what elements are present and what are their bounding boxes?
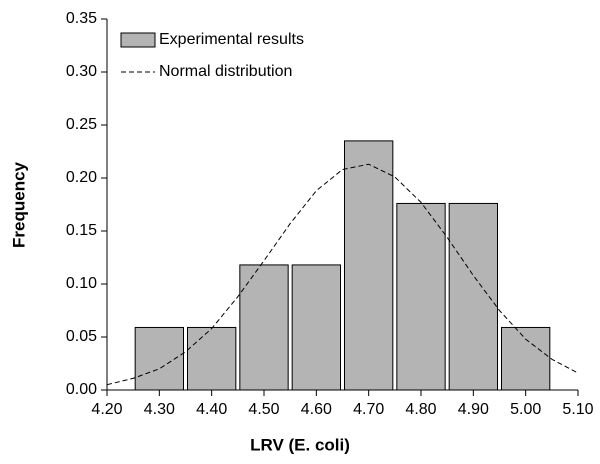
bar bbox=[501, 326, 551, 391]
x-tick-label: 5.00 bbox=[510, 401, 541, 418]
bar bbox=[134, 326, 185, 391]
normal-curve bbox=[106, 163, 579, 386]
x-tick-label: 4.50 bbox=[248, 401, 279, 418]
x-tick-label: 4.30 bbox=[144, 401, 175, 418]
x-tick-label: 4.90 bbox=[458, 401, 489, 418]
legend-label: Experimental results bbox=[159, 31, 304, 48]
legend-label: Normal distribution bbox=[159, 63, 292, 80]
bar bbox=[291, 264, 341, 391]
x-tick-label: 4.80 bbox=[405, 401, 436, 418]
legend-swatch bbox=[120, 32, 156, 48]
y-tick-label: 0.15 bbox=[66, 222, 97, 239]
bar bbox=[344, 140, 394, 391]
x-tick-label: 4.70 bbox=[353, 401, 384, 418]
x-tick-label: 5.10 bbox=[562, 401, 593, 418]
x-axis-title: LRV (E. coli) bbox=[250, 435, 350, 454]
bar bbox=[448, 202, 498, 391]
y-tick-label: 0.00 bbox=[66, 381, 97, 398]
y-tick-label: 0.20 bbox=[66, 169, 97, 186]
y-axis-title: Frequency bbox=[9, 161, 28, 248]
x-tick-label: 4.20 bbox=[91, 401, 122, 418]
x-tick-label: 4.60 bbox=[301, 401, 332, 418]
y-tick-label: 0.35 bbox=[66, 10, 97, 27]
x-tick-label: 4.40 bbox=[196, 401, 227, 418]
y-tick-label: 0.10 bbox=[66, 275, 97, 292]
bar bbox=[187, 326, 237, 391]
bar bbox=[239, 264, 289, 391]
y-tick-label: 0.05 bbox=[66, 328, 97, 345]
y-tick-label: 0.25 bbox=[66, 116, 97, 133]
bar bbox=[396, 202, 446, 391]
y-tick-label: 0.30 bbox=[66, 63, 97, 80]
